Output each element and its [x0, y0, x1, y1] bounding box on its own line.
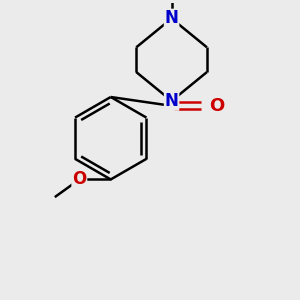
Text: O: O: [72, 170, 86, 188]
Text: N: N: [165, 10, 178, 28]
Text: O: O: [209, 97, 224, 115]
Text: N: N: [165, 92, 178, 110]
